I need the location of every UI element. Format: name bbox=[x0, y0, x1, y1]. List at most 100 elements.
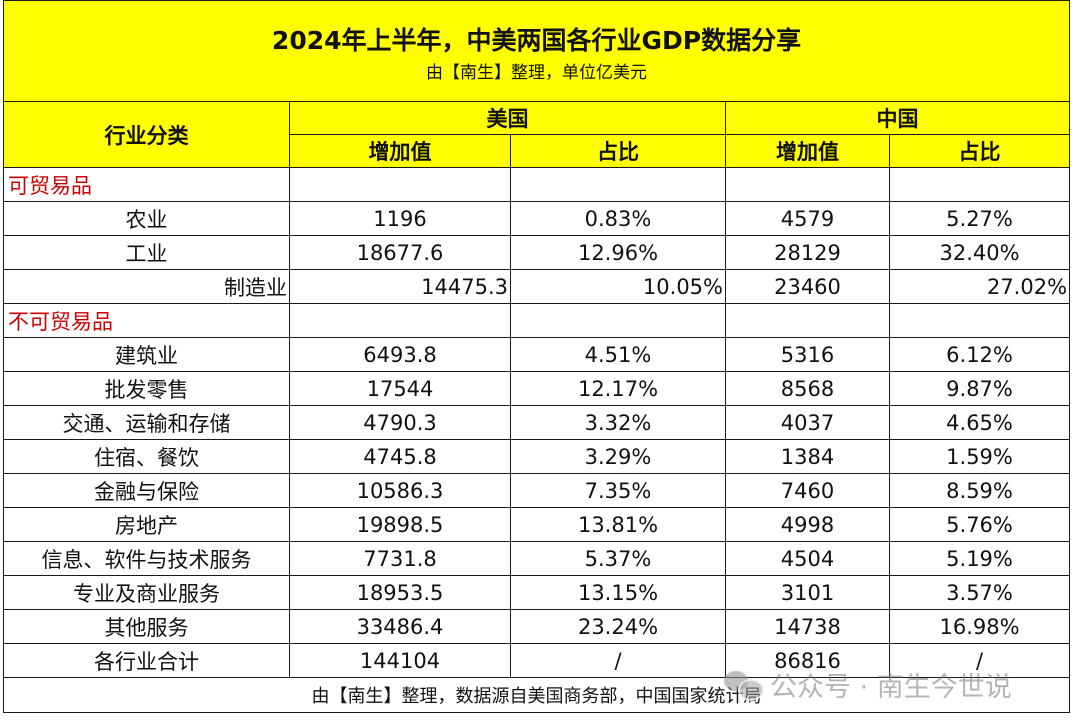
row-name[interactable]: 各行业合计 bbox=[3, 643, 290, 678]
us-value-cell[interactable]: 4790.3 bbox=[289, 405, 511, 440]
us-value-cell[interactable]: 4745.8 bbox=[289, 439, 511, 474]
us-value-cell[interactable]: 7731.8 bbox=[289, 541, 511, 576]
table-row: 建筑业 6493.8 4.51% 5316 6.12% bbox=[3, 337, 1071, 372]
cn-share-cell[interactable]: / bbox=[888, 643, 1071, 678]
us-share-cell[interactable]: / bbox=[510, 643, 726, 678]
cn-share-cell[interactable]: 27.02% bbox=[888, 269, 1071, 304]
us-share-cell[interactable]: 13.15% bbox=[510, 575, 726, 610]
cn-value-cell[interactable]: 5316 bbox=[725, 337, 890, 372]
cn-share-cell[interactable]: 4.65% bbox=[888, 405, 1071, 440]
row-name[interactable]: 金融与保险 bbox=[3, 473, 290, 508]
cn-value-cell[interactable]: 23460 bbox=[725, 269, 890, 304]
cn-share-cell[interactable]: 9.87% bbox=[888, 371, 1071, 406]
row-name[interactable]: 农业 bbox=[3, 201, 290, 236]
header-row-2: 增加值 占比 增加值 占比 bbox=[4, 134, 1071, 168]
cn-value-cell[interactable]: 4998 bbox=[725, 507, 890, 542]
cn-value-cell[interactable]: 86816 bbox=[725, 643, 890, 678]
cn-value-cell[interactable]: 4037 bbox=[725, 405, 890, 440]
table-row: 制造业 14475.3 10.05% 23460 27.02% bbox=[3, 269, 1071, 304]
row-name[interactable]: 其他服务 bbox=[3, 609, 290, 644]
header-cn-share[interactable]: 占比 bbox=[888, 134, 1071, 168]
cn-value-cell[interactable]: 4504 bbox=[725, 541, 890, 576]
row-name[interactable]: 交通、运输和存储 bbox=[3, 405, 290, 440]
us-share-cell[interactable]: 7.35% bbox=[510, 473, 726, 508]
empty-cell[interactable] bbox=[510, 303, 726, 338]
us-value-cell[interactable]: 33486.4 bbox=[289, 609, 511, 644]
us-share-cell[interactable]: 0.83% bbox=[510, 201, 726, 236]
table-row: 金融与保险 10586.3 7.35% 7460 8.59% bbox=[3, 473, 1071, 508]
cn-share-cell[interactable]: 32.40% bbox=[888, 235, 1071, 270]
section-label-tradable[interactable]: 可贸易品 bbox=[3, 167, 290, 202]
page-title: 2024年上半年，中美两国各行业GDP数据分享 bbox=[271, 26, 802, 55]
row-name[interactable]: 制造业 bbox=[3, 269, 290, 304]
header-cn-value[interactable]: 增加值 bbox=[725, 134, 890, 168]
us-share-cell[interactable]: 12.96% bbox=[510, 235, 726, 270]
us-share-cell[interactable]: 23.24% bbox=[510, 609, 726, 644]
cn-value-cell[interactable]: 3101 bbox=[725, 575, 890, 610]
us-value-cell[interactable]: 18953.5 bbox=[289, 575, 511, 610]
cn-value-cell[interactable]: 4579 bbox=[725, 201, 890, 236]
us-value-cell[interactable]: 14475.3 bbox=[289, 269, 511, 304]
empty-cell[interactable] bbox=[888, 167, 1071, 202]
title-cell[interactable]: 2024年上半年，中美两国各行业GDP数据分享 由【南生】整理，单位亿美元 bbox=[2, 0, 1071, 102]
us-value-cell[interactable]: 10586.3 bbox=[289, 473, 511, 508]
header-us-share[interactable]: 占比 bbox=[510, 134, 726, 168]
gdp-table: 2024年上半年，中美两国各行业GDP数据分享 由【南生】整理，单位亿美元 行业… bbox=[2, 0, 1071, 713]
page-subtitle: 由【南生】整理，单位亿美元 bbox=[426, 63, 648, 83]
us-share-cell[interactable]: 5.37% bbox=[510, 541, 726, 576]
us-share-cell[interactable]: 10.05% bbox=[510, 269, 726, 304]
us-share-cell[interactable]: 12.17% bbox=[510, 371, 726, 406]
spreadsheet: 2024年上半年，中美两国各行业GDP数据分享 由【南生】整理，单位亿美元 行业… bbox=[2, 0, 1071, 713]
header-category[interactable]: 行业分类 bbox=[3, 101, 290, 168]
us-share-cell[interactable]: 4.51% bbox=[510, 337, 726, 372]
cn-share-cell[interactable]: 16.98% bbox=[888, 609, 1071, 644]
empty-cell[interactable] bbox=[289, 167, 511, 202]
us-share-cell[interactable]: 3.32% bbox=[510, 405, 726, 440]
row-name[interactable]: 工业 bbox=[3, 235, 290, 270]
cn-value-cell[interactable]: 7460 bbox=[725, 473, 890, 508]
table-row-total: 各行业合计 144104 / 86816 / bbox=[3, 643, 1071, 678]
us-value-cell[interactable]: 19898.5 bbox=[289, 507, 511, 542]
us-value-cell[interactable]: 6493.8 bbox=[289, 337, 511, 372]
table-row: 专业及商业服务 18953.5 13.15% 3101 3.57% bbox=[3, 575, 1071, 610]
empty-cell[interactable] bbox=[725, 303, 890, 338]
header-us[interactable]: 美国 bbox=[289, 101, 726, 135]
us-value-cell[interactable]: 18677.6 bbox=[289, 235, 511, 270]
table-row: 农业 1196 0.83% 4579 5.27% bbox=[3, 201, 1071, 236]
cn-share-cell[interactable]: 5.76% bbox=[888, 507, 1071, 542]
footer-row: 由【南生】整理，数据源自美国商务部，中国国家统计局 bbox=[2, 677, 1071, 713]
cn-share-cell[interactable]: 6.12% bbox=[888, 337, 1071, 372]
cn-share-cell[interactable]: 1.59% bbox=[888, 439, 1071, 474]
us-share-cell[interactable]: 13.81% bbox=[510, 507, 726, 542]
empty-cell[interactable] bbox=[510, 167, 726, 202]
empty-cell[interactable] bbox=[725, 167, 890, 202]
header-us-value[interactable]: 增加值 bbox=[289, 134, 511, 168]
cn-share-cell[interactable]: 5.27% bbox=[888, 201, 1071, 236]
source-note[interactable]: 由【南生】整理，数据源自美国商务部，中国国家统计局 bbox=[2, 677, 1071, 713]
table-row: 住宿、餐饮 4745.8 3.29% 1384 1.59% bbox=[3, 439, 1071, 474]
header-cn[interactable]: 中国 bbox=[724, 101, 1071, 135]
section-row-non-tradable: 不可贸易品 bbox=[3, 303, 1071, 338]
cn-value-cell[interactable]: 1384 bbox=[725, 439, 890, 474]
empty-cell[interactable] bbox=[888, 303, 1071, 338]
row-name[interactable]: 房地产 bbox=[3, 507, 290, 542]
us-value-cell[interactable]: 144104 bbox=[289, 643, 511, 678]
row-name[interactable]: 信息、软件与技术服务 bbox=[3, 541, 290, 576]
table-row: 其他服务 33486.4 23.24% 14738 16.98% bbox=[3, 609, 1071, 644]
us-share-cell[interactable]: 3.29% bbox=[510, 439, 726, 474]
cn-share-cell[interactable]: 8.59% bbox=[888, 473, 1071, 508]
cn-share-cell[interactable]: 3.57% bbox=[888, 575, 1071, 610]
us-value-cell[interactable]: 17544 bbox=[289, 371, 511, 406]
section-label-non-tradable[interactable]: 不可贸易品 bbox=[3, 303, 290, 338]
table-row: 房地产 19898.5 13.81% 4998 5.76% bbox=[3, 507, 1071, 542]
row-name[interactable]: 住宿、餐饮 bbox=[3, 439, 290, 474]
row-name[interactable]: 专业及商业服务 bbox=[3, 575, 290, 610]
cn-share-cell[interactable]: 5.19% bbox=[888, 541, 1071, 576]
cn-value-cell[interactable]: 14738 bbox=[725, 609, 890, 644]
cn-value-cell[interactable]: 28129 bbox=[725, 235, 890, 270]
row-name[interactable]: 建筑业 bbox=[3, 337, 290, 372]
empty-cell[interactable] bbox=[289, 303, 511, 338]
us-value-cell[interactable]: 1196 bbox=[289, 201, 511, 236]
cn-value-cell[interactable]: 8568 bbox=[725, 371, 890, 406]
row-name[interactable]: 批发零售 bbox=[3, 371, 290, 406]
